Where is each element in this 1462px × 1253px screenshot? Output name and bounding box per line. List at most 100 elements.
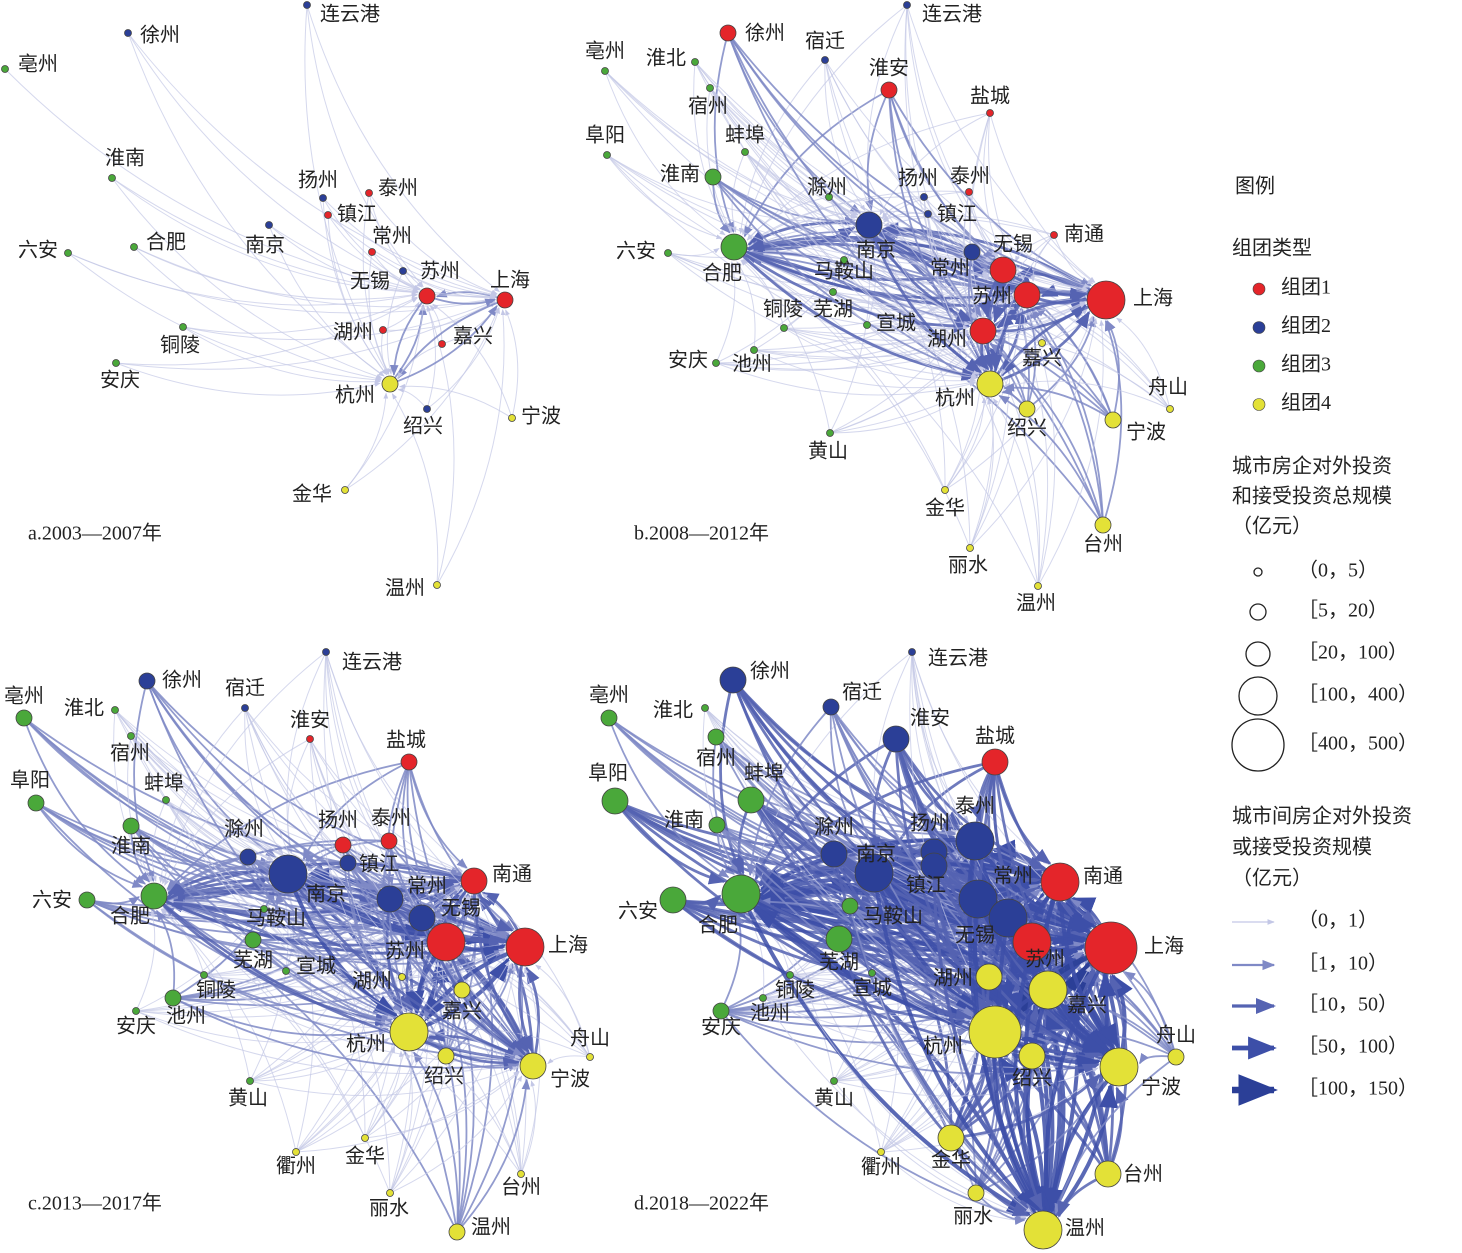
city-node [241, 704, 249, 712]
city-label: 马鞍山 [863, 905, 923, 928]
flow-edge [288, 894, 314, 1153]
city-node [981, 748, 1009, 776]
city-label: 安庆 [100, 369, 140, 392]
flow-edge [709, 87, 981, 374]
flow-edge [1038, 303, 1171, 410]
flow-edge [783, 273, 989, 329]
flow-edge [368, 192, 423, 288]
city-node [586, 1053, 594, 1061]
flow-edge [364, 962, 512, 1139]
flow-edge [327, 214, 497, 298]
flow-edge [866, 324, 978, 380]
flow-edge [203, 974, 520, 1065]
flow-edge [762, 997, 1028, 1218]
flow-edge [547, 1055, 591, 1065]
city-node [179, 323, 187, 331]
flow-edge [783, 327, 977, 383]
flow-edge [397, 343, 443, 379]
flow-edge [743, 89, 890, 238]
city-node [453, 981, 471, 999]
flow-edge [35, 802, 144, 888]
flow-edge [715, 332, 969, 371]
flow-edge [712, 176, 972, 326]
flow-edge [203, 948, 505, 988]
flow-edge [789, 922, 989, 976]
city-label: 南京 [856, 843, 896, 866]
city-label: 宁波 [550, 1068, 590, 1091]
city-label: 镇江 [906, 874, 946, 897]
flow-edge [832, 291, 978, 378]
city-node [691, 58, 699, 66]
flow-edge [752, 651, 913, 878]
flow-edge [268, 224, 385, 377]
flow-edge [505, 309, 519, 419]
flow-edge [733, 245, 971, 333]
city-label: 泰州 [378, 177, 418, 200]
flow-edge [944, 315, 1093, 491]
city-label: 徐州 [750, 660, 790, 683]
city-label: 芜湖 [819, 951, 859, 974]
city-label: 泰州 [955, 795, 995, 818]
city-node [433, 581, 441, 589]
flow-edge [975, 971, 1101, 1194]
city-node [601, 787, 629, 815]
flow-edge [115, 362, 381, 396]
city-label: 绍兴 [1007, 417, 1047, 440]
city-node [162, 796, 170, 804]
city-node [124, 29, 132, 37]
city-node [741, 148, 749, 156]
city-label: 蚌埠 [725, 124, 765, 147]
flow-edge [783, 327, 969, 345]
city-node [719, 24, 737, 42]
flow-edge [989, 310, 1091, 386]
city-node [825, 193, 833, 201]
city-label: 台州 [1083, 533, 1123, 556]
city-label: 南通 [492, 863, 532, 886]
flow-edge [67, 252, 496, 314]
city-label: 杭州 [923, 1035, 963, 1058]
flow-edge [1001, 342, 1043, 376]
flow-edge [426, 305, 436, 410]
city-label: 无锡 [441, 897, 481, 920]
flow-edge [413, 1051, 459, 1233]
city-node [376, 885, 404, 913]
flow-edge [249, 953, 430, 1082]
city-node [239, 848, 257, 866]
flow-edge [604, 70, 726, 236]
flow-edge [894, 738, 1046, 870]
flow-edge [880, 1151, 1025, 1223]
city-node [200, 971, 208, 979]
city-node [1166, 405, 1174, 413]
flow-edge [715, 302, 1086, 370]
flow-edge [114, 709, 396, 1017]
city-label: 扬州 [318, 809, 358, 832]
city-node [989, 256, 1017, 284]
legend-size-label: ［400，500） [1298, 732, 1418, 755]
flow-edge [371, 251, 497, 299]
city-node [1013, 281, 1041, 309]
city-node [720, 233, 748, 261]
flow-edge [1025, 989, 1050, 1212]
city-node [963, 243, 981, 261]
flow-edge [406, 761, 443, 923]
flow-edge [733, 246, 979, 382]
city-node [437, 1047, 455, 1065]
legend-size-label: ［100，400） [1298, 683, 1418, 706]
city-label: 湖州 [927, 328, 967, 351]
flow-edge [608, 717, 1042, 879]
panel-caption: c.2013—2017年 [28, 1192, 162, 1215]
city-node [1038, 339, 1046, 347]
flow-edge [161, 651, 327, 885]
flow-edge [837, 938, 1033, 1214]
legend-group-label: 组团4 [1281, 391, 1331, 414]
city-label: 湖州 [352, 970, 392, 993]
city-label: 安庆 [668, 349, 708, 372]
flow-edge [833, 1080, 1027, 1219]
flow-edge [727, 32, 1090, 290]
flow-edge [944, 397, 987, 491]
city-label: 温州 [471, 1216, 511, 1239]
flow-edge [309, 738, 464, 872]
legend-title: 图例 [1235, 175, 1275, 198]
city-label: 南京 [306, 883, 346, 906]
city-label: 丽水 [953, 1205, 993, 1228]
